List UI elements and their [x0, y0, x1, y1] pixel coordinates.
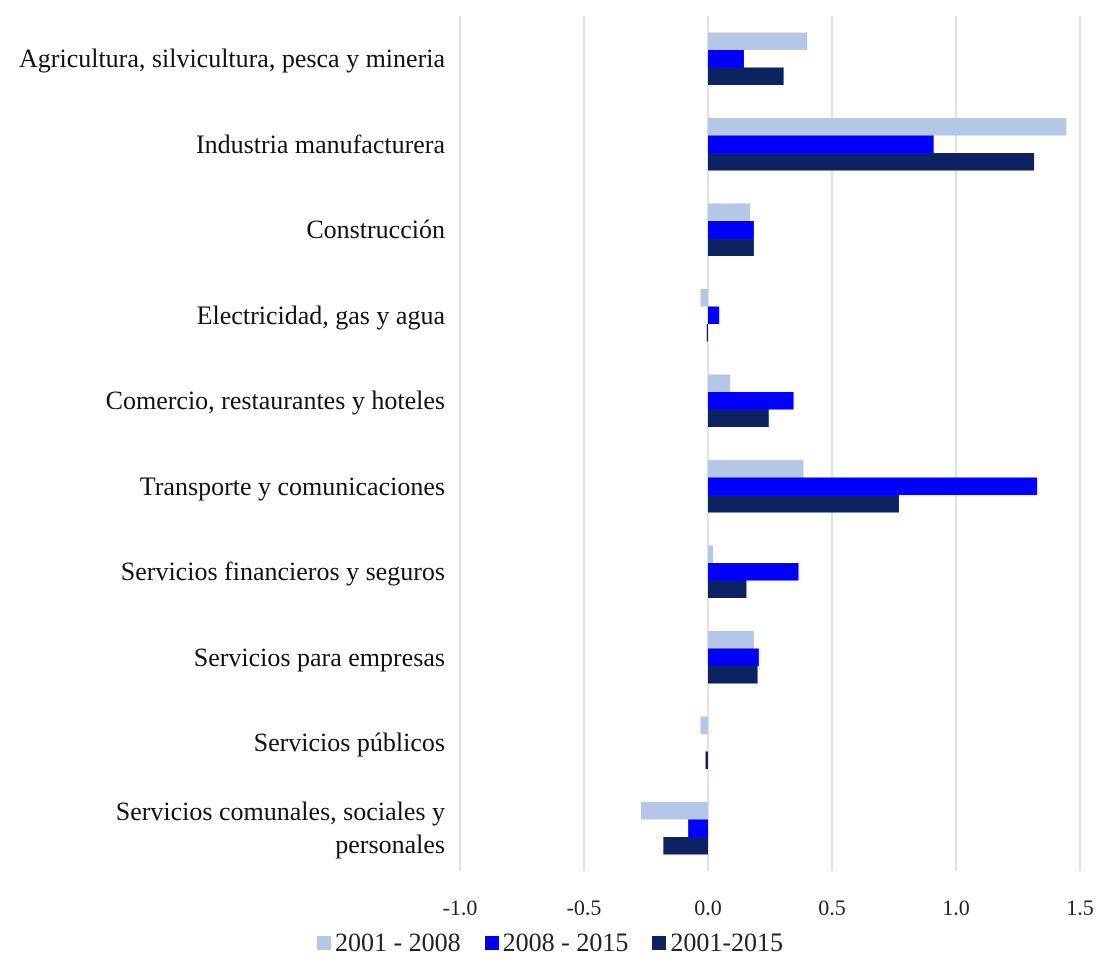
bar	[700, 716, 708, 734]
legend-label: 2001-2015	[670, 928, 783, 957]
legend-item: 2008 - 2015	[484, 928, 629, 958]
bar	[708, 392, 794, 410]
y-tick-label: Servicios comunales, sociales y personal…	[115, 797, 445, 860]
bar	[708, 203, 751, 221]
legend: 2001 - 2008 2008 - 2015 2001-2015	[0, 928, 1100, 958]
bar	[708, 118, 1067, 136]
bar	[700, 289, 708, 307]
y-tick-label: Transporte y comunicaciones	[139, 471, 445, 501]
bar	[708, 477, 1038, 495]
y-tick-label: Servicios para empresas	[193, 642, 445, 672]
legend-item: 2001 - 2008	[316, 928, 461, 958]
bar	[688, 819, 708, 837]
bar	[641, 802, 708, 820]
bar	[708, 563, 799, 581]
x-tick-label: -1.0	[442, 895, 478, 920]
bar	[708, 32, 808, 50]
y-tick-label: Construcción	[306, 215, 445, 245]
bar	[705, 751, 708, 769]
bar	[708, 545, 713, 563]
bar	[708, 221, 754, 239]
bar	[708, 409, 769, 427]
legend-swatch	[316, 936, 331, 950]
bar	[708, 306, 720, 324]
legend-swatch	[484, 936, 499, 950]
bar	[708, 460, 804, 478]
bar	[708, 50, 744, 68]
bar	[706, 324, 708, 342]
x-tick-label: -0.5	[566, 895, 602, 920]
legend-label: 2008 - 2015	[502, 928, 629, 957]
bar	[708, 153, 1035, 171]
bar	[708, 631, 754, 649]
bar	[663, 837, 708, 855]
x-tick-label: 0.5	[818, 895, 846, 920]
x-tick-label: 0.0	[694, 895, 722, 920]
bar	[708, 67, 784, 85]
bar	[708, 238, 754, 256]
bar	[708, 495, 899, 513]
bar	[708, 666, 758, 684]
y-tick-label: Servicios públicos	[253, 728, 445, 758]
x-tick-label: 1.0	[942, 895, 970, 920]
bar	[708, 374, 731, 392]
legend-label: 2001 - 2008	[334, 928, 461, 957]
y-tick-label: Servicios financieros y seguros	[120, 557, 445, 587]
y-tick-label: Industria manufacturera	[195, 129, 445, 159]
x-tick-label: 1.5	[1066, 895, 1094, 920]
legend-swatch	[652, 936, 667, 950]
y-tick-label: Comercio, restaurantes y hoteles	[105, 386, 445, 416]
y-tick-label: Agricultura, silvicultura, pesca y miner…	[19, 44, 445, 74]
bar	[708, 580, 747, 598]
y-tick-label: Electricidad, gas y agua	[196, 300, 445, 330]
bar	[708, 648, 759, 666]
bar	[708, 135, 934, 153]
legend-item: 2001-2015	[652, 928, 783, 958]
